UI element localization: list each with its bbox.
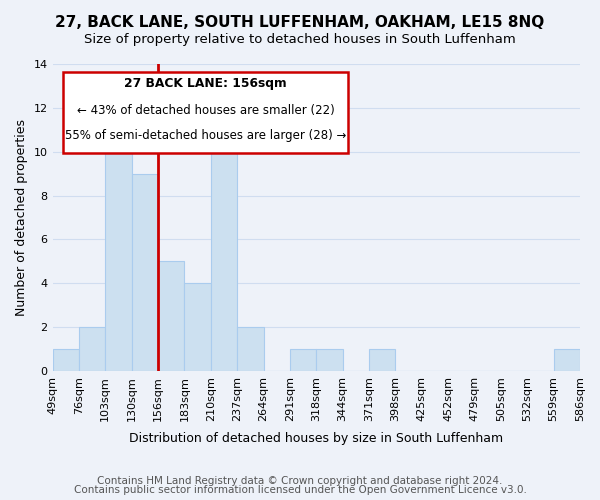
Bar: [316, 349, 343, 371]
Bar: [79, 327, 105, 371]
Bar: [211, 130, 237, 371]
Bar: [158, 262, 184, 371]
FancyBboxPatch shape: [63, 72, 348, 153]
Bar: [105, 108, 131, 371]
Y-axis label: Number of detached properties: Number of detached properties: [15, 119, 28, 316]
Text: 27 BACK LANE: 156sqm: 27 BACK LANE: 156sqm: [124, 77, 287, 90]
Text: 55% of semi-detached houses are larger (28) →: 55% of semi-detached houses are larger (…: [65, 130, 346, 142]
Text: Contains HM Land Registry data © Crown copyright and database right 2024.: Contains HM Land Registry data © Crown c…: [97, 476, 503, 486]
Bar: [290, 349, 316, 371]
Text: Contains public sector information licensed under the Open Government Licence v3: Contains public sector information licen…: [74, 485, 526, 495]
Bar: [237, 327, 263, 371]
Text: Size of property relative to detached houses in South Luffenham: Size of property relative to detached ho…: [84, 32, 516, 46]
Bar: [53, 349, 79, 371]
Bar: [554, 349, 580, 371]
Text: ← 43% of detached houses are smaller (22): ← 43% of detached houses are smaller (22…: [77, 104, 334, 117]
X-axis label: Distribution of detached houses by size in South Luffenham: Distribution of detached houses by size …: [129, 432, 503, 445]
Bar: [131, 174, 158, 371]
Bar: [369, 349, 395, 371]
Bar: [184, 283, 211, 371]
Text: 27, BACK LANE, SOUTH LUFFENHAM, OAKHAM, LE15 8NQ: 27, BACK LANE, SOUTH LUFFENHAM, OAKHAM, …: [55, 15, 545, 30]
